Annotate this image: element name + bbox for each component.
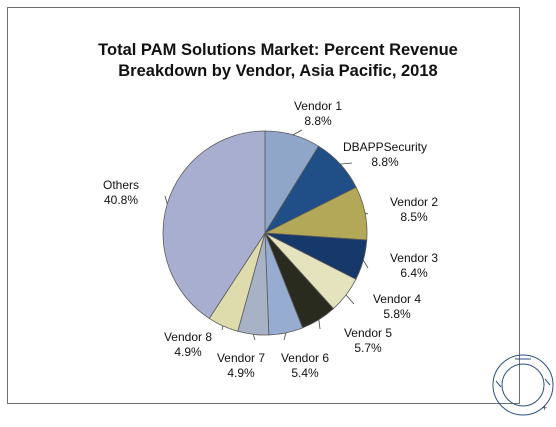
slice-value-label: 6.4%: [400, 266, 428, 280]
slice-value-label: 8.8%: [304, 114, 332, 128]
slice-label: Vendor 4: [373, 292, 421, 306]
leader-line: [221, 325, 224, 331]
pie-slice-others: [162, 130, 266, 319]
slice-value-label: 5.8%: [383, 307, 411, 321]
slice-label: Vendor 5: [344, 326, 392, 340]
leader-line: [292, 129, 303, 136]
slice-label: Vendor 3: [390, 251, 438, 265]
slice-value-label: 40.8%: [104, 193, 138, 207]
slice-value-label: 8.5%: [400, 210, 428, 224]
chart-title-line-2: Breakdown by Vendor, Asia Pacific, 2018: [118, 62, 438, 80]
chart-title-line-1: Total PAM Solutions Market: Percent Reve…: [98, 41, 458, 59]
leader-line: [252, 334, 256, 341]
slice-label: Vendor 6: [281, 351, 329, 365]
slice-label: DBAPPSecurity: [343, 140, 427, 154]
slice-value-label: 5.4%: [291, 366, 319, 380]
slice-value-label: 8.8%: [371, 155, 399, 169]
slice-label: Others: [103, 178, 139, 192]
chart-title: Total PAM Solutions Market: Percent Reve…: [0, 40, 556, 82]
slice-label: Vendor 2: [390, 195, 438, 209]
leader-line: [283, 332, 287, 341]
leader-line: [164, 195, 168, 205]
slice-value-label: 5.7%: [354, 341, 382, 355]
footnote-mark: +: [542, 403, 548, 413]
leader-line: [345, 294, 355, 305]
leader-line: [362, 260, 369, 269]
slice-value-label: 4.9%: [174, 345, 202, 359]
slice-label: Vendor 7: [217, 351, 265, 365]
leader-line: [340, 162, 353, 165]
leader-line: [364, 212, 369, 215]
slice-value-label: 4.9%: [227, 366, 255, 380]
leader-line: [318, 319, 321, 330]
slice-label: Vendor 8: [164, 330, 212, 344]
slice-label: Vendor 1: [294, 99, 342, 113]
